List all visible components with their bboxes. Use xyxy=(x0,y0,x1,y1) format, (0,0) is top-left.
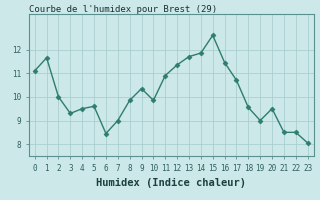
Text: Courbe de l'humidex pour Brest (29): Courbe de l'humidex pour Brest (29) xyxy=(29,5,217,14)
X-axis label: Humidex (Indice chaleur): Humidex (Indice chaleur) xyxy=(96,178,246,188)
